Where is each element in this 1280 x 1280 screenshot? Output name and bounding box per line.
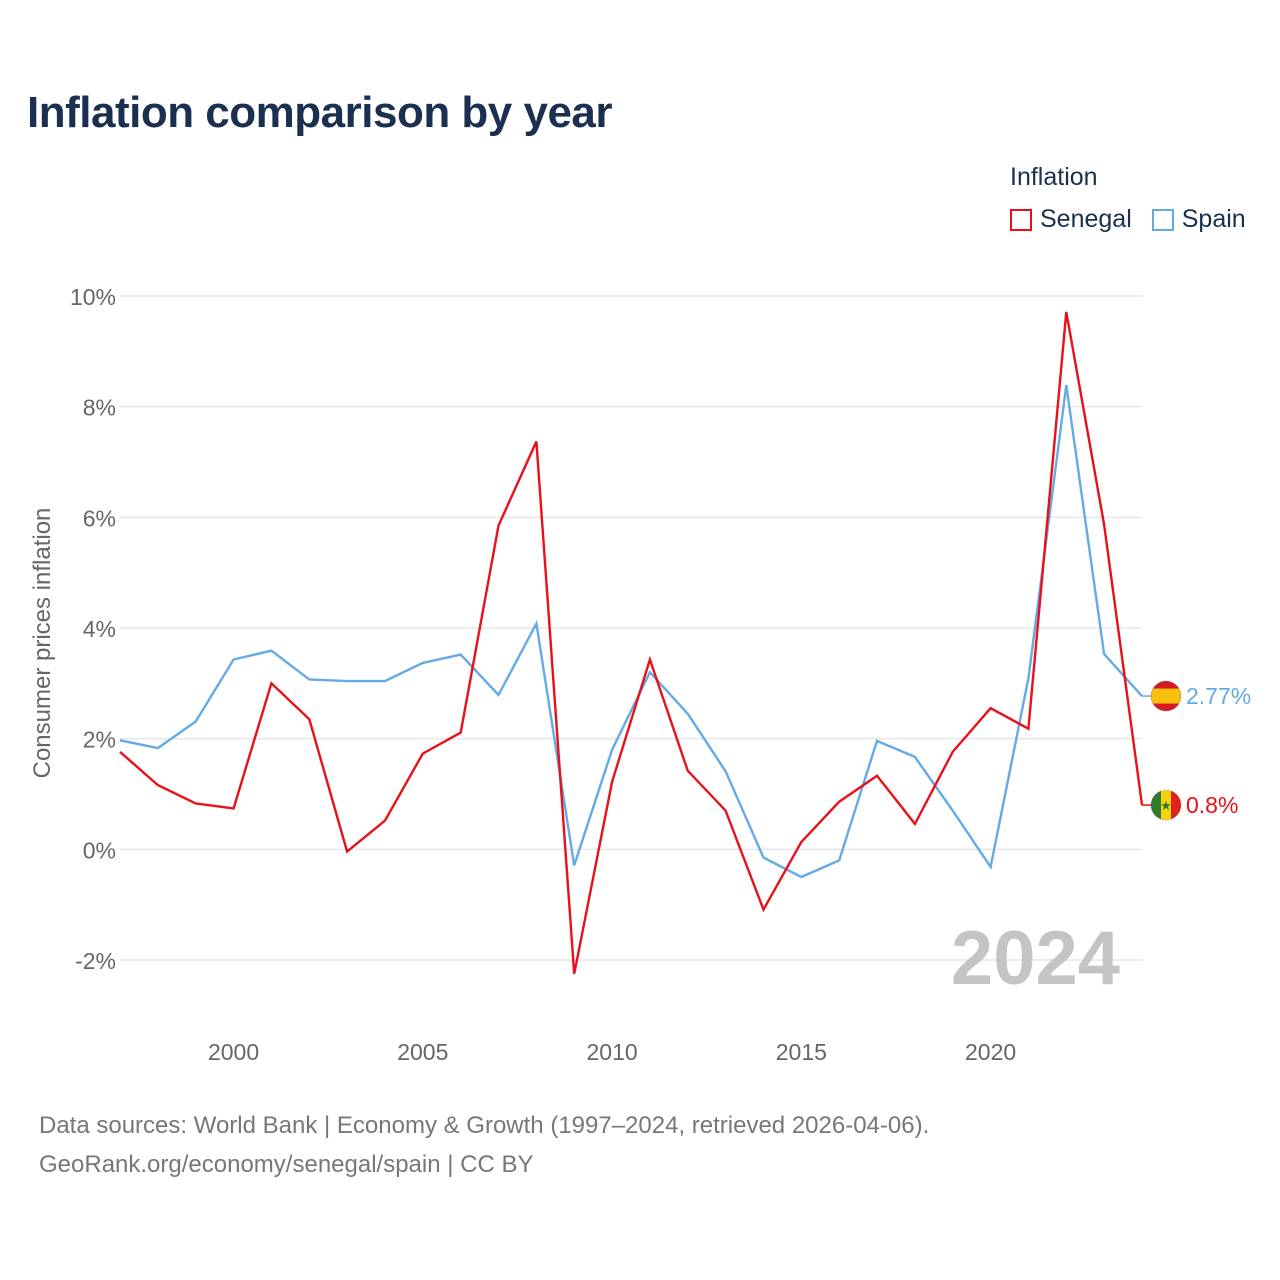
- legend-label-spain: Spain: [1181, 205, 1246, 233]
- end-value-senegal: 0.8%: [1186, 792, 1238, 818]
- senegal-flag-icon: ★: [1151, 790, 1181, 821]
- source-text: Data sources: World Bank | Economy & Gro…: [39, 1112, 930, 1139]
- legend-title: Inflation: [1010, 163, 1098, 191]
- series-lines: [119, 311, 1144, 975]
- y-tick-label: 10%: [70, 284, 116, 310]
- legend-item-spain[interactable]: Spain: [1151, 205, 1246, 234]
- x-tick-label: 2005: [397, 1039, 448, 1065]
- y-tick-label: -2%: [75, 948, 116, 974]
- y-tick-label: 4%: [83, 616, 116, 642]
- x-axis-ticks: 2000 2005 2010 2015 2020: [208, 1039, 1016, 1065]
- legend-item-senegal[interactable]: Senegal: [1010, 205, 1132, 234]
- chart-title: Inflation comparison by year: [27, 88, 613, 137]
- line-chart: -2% 0% 2% 4% 6% 8% 10% 2000 2005 2010 2015 2020 Co…: [29, 284, 1251, 1065]
- y-tick-label: 6%: [83, 505, 116, 531]
- end-labels: ★ 0.8% 2.77%: [1142, 680, 1251, 821]
- y-tick-label: 2%: [83, 727, 116, 753]
- legend-swatch-senegal: [1010, 208, 1032, 231]
- series-line-senegal[interactable]: [119, 311, 1144, 975]
- legend: Senegal Spain: [1010, 205, 1246, 234]
- gridlines: [120, 295, 1142, 961]
- year-watermark: 2024: [951, 916, 1120, 1001]
- series-line-spain[interactable]: [119, 384, 1143, 879]
- spain-flag-icon: [1151, 681, 1181, 712]
- legend-label-senegal: Senegal: [1040, 205, 1132, 233]
- x-tick-label: 2020: [965, 1039, 1016, 1065]
- legend-swatch-spain: [1151, 208, 1174, 231]
- y-tick-label: 8%: [83, 395, 116, 421]
- y-tick-label: 0%: [83, 837, 116, 863]
- end-value-spain: 2.77%: [1186, 683, 1251, 709]
- x-tick-label: 2000: [208, 1039, 259, 1065]
- y-axis-ticks: -2% 0% 2% 4% 6% 8% 10%: [70, 284, 116, 974]
- y-axis-label: Consumer prices inflation: [29, 508, 56, 779]
- source-link[interactable]: GeoRank.org/economy/senegal/spain | CC B…: [39, 1151, 534, 1178]
- x-tick-label: 2015: [776, 1039, 827, 1065]
- x-tick-label: 2010: [586, 1039, 637, 1065]
- svg-text:★: ★: [1160, 799, 1172, 814]
- footer: Data sources: World Bank | Economy & Gro…: [39, 1106, 929, 1184]
